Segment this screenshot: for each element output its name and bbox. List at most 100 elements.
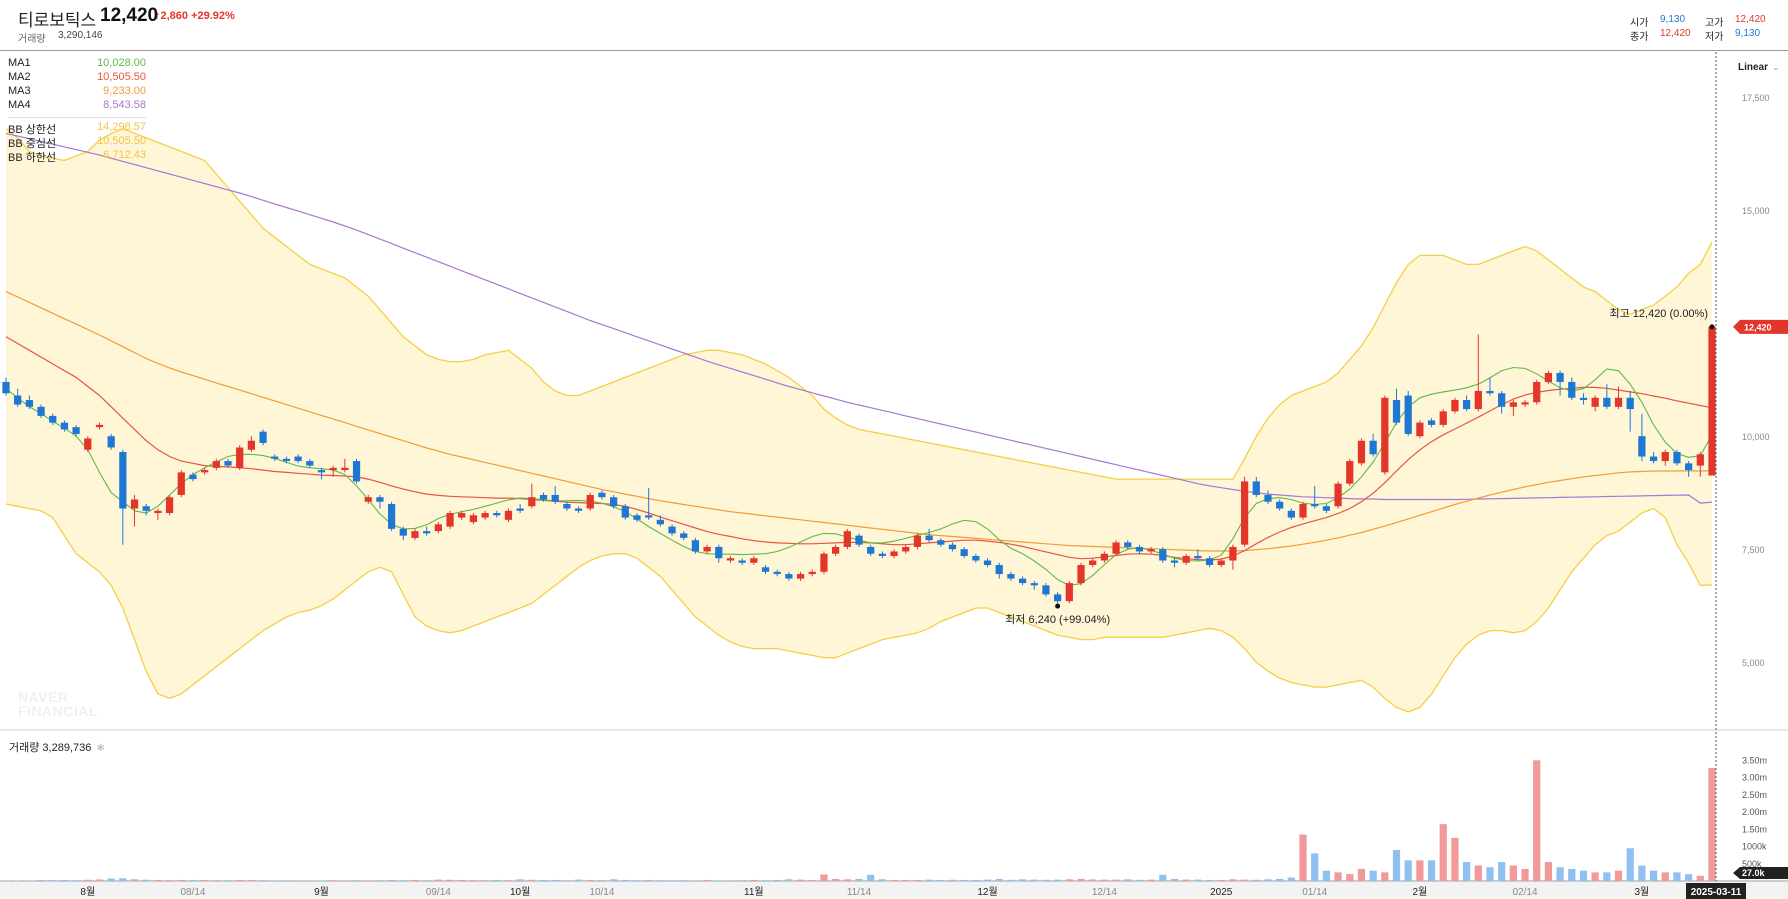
volume-bar	[1626, 848, 1634, 881]
candle-body	[37, 406, 45, 416]
legend-bb-lower[interactable]: BB 하한선 6,712.43	[8, 149, 146, 164]
candle-body	[983, 560, 992, 566]
candle-body	[948, 544, 957, 550]
volume-bar	[329, 880, 337, 881]
settings-icon[interactable]: ✱	[96, 743, 105, 754]
legend-ma3[interactable]: MA3 9,233.00	[8, 85, 146, 99]
volume-tick-label: 1.50m	[1742, 824, 1767, 834]
candle-body	[1614, 397, 1623, 407]
candle-body	[598, 492, 606, 498]
candle	[1498, 391, 1506, 414]
candle-body	[493, 513, 501, 516]
volume-bar	[1661, 872, 1669, 881]
volume-bar	[1007, 879, 1015, 881]
candle	[1614, 386, 1623, 410]
candle-body	[1474, 391, 1482, 410]
volume-bar	[364, 880, 372, 881]
candle	[107, 433, 115, 450]
candle	[458, 510, 466, 520]
volume-bar	[107, 878, 115, 881]
candle-body	[913, 535, 922, 547]
volume-bar	[1708, 767, 1716, 881]
candle-body	[1638, 436, 1646, 457]
candle	[1065, 580, 1073, 604]
candle-body	[761, 567, 770, 572]
volume-bar	[1170, 878, 1179, 881]
volume-bar	[878, 879, 886, 881]
candle-body	[107, 436, 115, 448]
volume-bar	[680, 880, 688, 881]
candle	[446, 510, 454, 529]
legend-ma2[interactable]: MA2 10,505.50	[8, 71, 146, 85]
volume-bar	[960, 879, 968, 881]
candle-body	[960, 549, 968, 556]
candle	[633, 513, 641, 523]
low-value: 9,130	[1735, 28, 1761, 39]
volume-tick-label: 2.00m	[1742, 807, 1767, 817]
legend-value: 10,505.50	[97, 71, 146, 83]
candle-body	[119, 452, 127, 509]
candle	[1685, 461, 1693, 477]
candle-body	[1533, 381, 1541, 403]
candle-body	[750, 558, 758, 563]
candle-body	[1194, 555, 1202, 559]
candle	[423, 526, 431, 536]
volume-bar	[1591, 872, 1599, 881]
candle-body	[1018, 578, 1027, 584]
legend-bb-upper[interactable]: BB 상한선 14,298.57	[8, 121, 146, 136]
candle	[1311, 485, 1319, 509]
scale-mode-select[interactable]: Linear	[1738, 62, 1769, 73]
volume-bar	[1381, 872, 1389, 881]
volume-bar	[236, 879, 244, 881]
candle	[1194, 549, 1202, 561]
volume-bar	[1392, 849, 1401, 881]
volume-bar	[1299, 834, 1307, 881]
legend-name: MA2	[8, 71, 31, 83]
candle-body	[177, 472, 185, 495]
legend-value: 10,028.00	[97, 57, 146, 69]
candle	[773, 569, 781, 577]
candle	[1334, 481, 1342, 509]
volume-bar	[317, 880, 326, 881]
candle-body	[785, 574, 793, 579]
volume-bar	[574, 879, 583, 881]
candle-body	[329, 467, 337, 471]
candle	[1556, 370, 1564, 396]
candle-body	[95, 424, 104, 428]
candle-body	[645, 515, 653, 518]
volume-bar	[423, 880, 431, 881]
candle	[1708, 326, 1716, 476]
candle-body	[1322, 506, 1331, 511]
candle-body	[1124, 542, 1132, 547]
candle-body	[154, 510, 162, 514]
chevron-down-icon[interactable]: ⌄	[1772, 62, 1780, 72]
candle	[212, 458, 220, 471]
candle	[95, 422, 104, 430]
volume-bar	[539, 879, 548, 881]
candle-body	[820, 553, 828, 572]
candle-body	[1486, 391, 1494, 394]
legend-ma1[interactable]: MA1 10,028.00	[8, 57, 146, 71]
current-price-tag-bg	[1733, 319, 1788, 334]
volume-bar	[1369, 870, 1377, 881]
volume-bar	[1229, 879, 1237, 881]
candle-body	[1708, 326, 1716, 476]
volume-bar	[504, 880, 513, 881]
legend-name: MA1	[8, 57, 31, 69]
legend-ma4[interactable]: MA4 8,543.58	[8, 99, 146, 113]
candle-body	[1579, 397, 1588, 401]
candle-body	[1346, 461, 1354, 484]
candle-body	[1311, 504, 1319, 507]
candle	[680, 531, 688, 541]
candle-body	[1007, 574, 1015, 579]
volume-bar	[14, 880, 22, 881]
volume-bar	[1462, 862, 1471, 881]
legend-bb-middle[interactable]: BB 중심선 10,505.50	[8, 135, 146, 150]
candle-body	[458, 513, 466, 518]
volume-bar	[1018, 879, 1027, 881]
volume-bar	[1264, 879, 1272, 881]
candle	[1264, 490, 1272, 504]
candle	[1357, 438, 1366, 466]
volume-bar	[1054, 879, 1062, 881]
